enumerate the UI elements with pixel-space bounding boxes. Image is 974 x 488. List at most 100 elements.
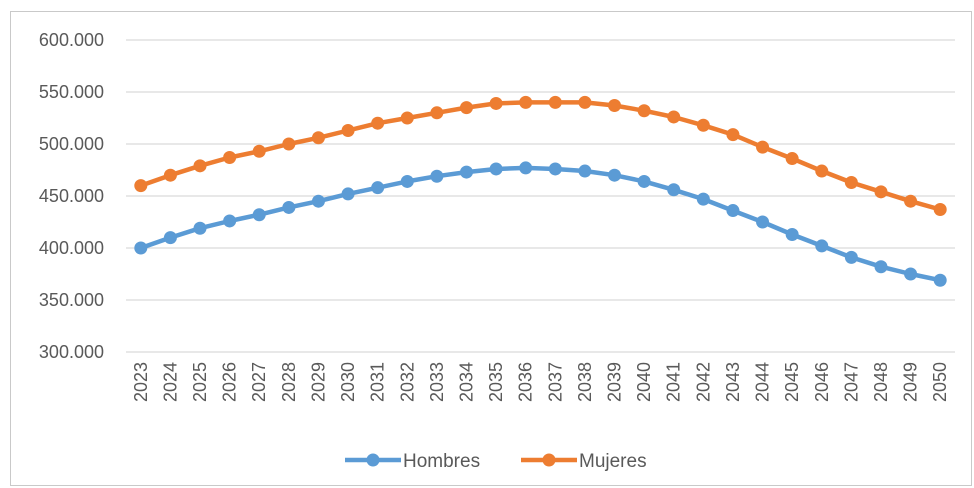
data-point-hombres xyxy=(933,273,947,287)
gridlines xyxy=(126,39,955,353)
data-point-hombres xyxy=(844,250,858,264)
data-point-mujeres xyxy=(489,96,503,110)
data-point-mujeres xyxy=(726,128,740,142)
data-point-hombres xyxy=(726,204,740,218)
x-tick-label: 2045 xyxy=(782,362,802,402)
x-tick-label: 2032 xyxy=(397,362,417,402)
x-tick-label: 2038 xyxy=(575,362,595,402)
data-point-hombres xyxy=(874,260,888,274)
data-point-mujeres xyxy=(904,194,918,208)
y-axis-tick-labels: 300.000 350.000 400.000 450.000 500.000 550.0… xyxy=(39,30,104,362)
y-tick-label: 600.000 xyxy=(39,30,104,50)
data-point-mujeres xyxy=(223,151,237,165)
data-point-hombres xyxy=(785,227,799,241)
x-tick-label: 2039 xyxy=(605,362,625,402)
data-point-hombres xyxy=(134,241,148,255)
data-point-mujeres xyxy=(252,144,266,158)
x-tick-label: 2023 xyxy=(131,362,151,402)
y-tick-label: 300.000 xyxy=(39,342,104,362)
data-point-hombres xyxy=(341,187,355,201)
x-tick-label: 2044 xyxy=(753,362,773,402)
legend-label-mujeres: Mujeres xyxy=(579,451,647,472)
data-point-mujeres xyxy=(667,110,681,124)
y-tick-label: 450.000 xyxy=(39,186,104,206)
data-point-hombres xyxy=(489,162,503,176)
data-point-mujeres xyxy=(608,99,622,113)
data-point-mujeres xyxy=(696,118,710,132)
data-point-mujeres xyxy=(756,140,770,154)
x-axis-tick-labels: 2023 2024 2025 2026 2027 2028 2029 2030 2031 2032… xyxy=(131,362,950,402)
x-tick-label: 2036 xyxy=(516,362,536,402)
data-point-hombres xyxy=(667,183,681,197)
x-tick-label: 2041 xyxy=(664,362,684,402)
x-tick-label: 2047 xyxy=(841,362,861,402)
data-point-mujeres xyxy=(459,101,473,115)
data-point-mujeres xyxy=(637,104,651,118)
data-point-mujeres xyxy=(548,95,562,109)
x-tick-label: 2024 xyxy=(160,362,180,402)
data-point-hombres xyxy=(696,192,710,206)
data-point-hombres xyxy=(815,239,829,253)
x-tick-label: 2049 xyxy=(901,362,921,402)
y-tick-label: 400.000 xyxy=(39,238,104,258)
data-point-hombres xyxy=(223,214,237,228)
data-point-hombres xyxy=(548,162,562,176)
x-tick-label: 2026 xyxy=(220,362,240,402)
data-point-hombres xyxy=(163,231,177,245)
series-line-hombres xyxy=(138,165,943,283)
data-point-hombres xyxy=(252,208,266,222)
data-point-mujeres xyxy=(341,123,355,137)
x-tick-label: 2046 xyxy=(812,362,832,402)
legend-label-hombres: Hombres xyxy=(403,451,480,472)
y-tick-label: 550.000 xyxy=(39,82,104,102)
series-line-mujeres xyxy=(138,100,943,212)
legend-marker-hombres xyxy=(366,453,380,467)
x-tick-label: 2035 xyxy=(486,362,506,402)
data-point-hombres xyxy=(311,194,325,208)
x-tick-label: 2028 xyxy=(279,362,299,402)
data-point-mujeres xyxy=(874,185,888,199)
data-point-mujeres xyxy=(400,111,414,125)
data-point-mujeres xyxy=(815,164,829,178)
series-lines xyxy=(134,95,947,287)
x-tick-label: 2043 xyxy=(723,362,743,402)
data-point-hombres xyxy=(282,200,296,214)
data-point-hombres xyxy=(756,215,770,229)
data-point-hombres xyxy=(400,174,414,188)
data-point-mujeres xyxy=(785,152,799,166)
data-point-mujeres xyxy=(371,116,385,130)
x-tick-label: 2025 xyxy=(190,362,210,402)
legend-marker-mujeres xyxy=(542,453,556,467)
x-tick-label: 2037 xyxy=(545,362,565,402)
x-tick-label: 2030 xyxy=(338,362,358,402)
x-tick-label: 2042 xyxy=(693,362,713,402)
data-point-hombres xyxy=(430,169,444,183)
data-point-hombres xyxy=(459,165,473,179)
data-point-hombres xyxy=(608,168,622,182)
x-tick-label: 2031 xyxy=(368,362,388,402)
data-point-mujeres xyxy=(578,95,592,109)
y-tick-label: 350.000 xyxy=(39,290,104,310)
data-point-hombres xyxy=(637,174,651,188)
data-point-mujeres xyxy=(311,131,325,145)
data-point-mujeres xyxy=(193,159,207,173)
data-point-hombres xyxy=(371,181,385,195)
data-point-hombres xyxy=(519,161,533,175)
x-tick-label: 2048 xyxy=(871,362,891,402)
data-point-mujeres xyxy=(163,168,177,182)
x-tick-label: 2040 xyxy=(634,362,654,402)
y-tick-label: 500.000 xyxy=(39,134,104,154)
x-tick-label: 2050 xyxy=(930,362,950,402)
legend: Hombres Mujeres xyxy=(345,451,647,472)
data-point-mujeres xyxy=(282,137,296,151)
data-point-hombres xyxy=(578,164,592,178)
data-point-hombres xyxy=(904,267,918,281)
x-tick-label: 2027 xyxy=(249,362,269,402)
x-tick-label: 2034 xyxy=(456,362,476,402)
data-point-mujeres xyxy=(844,175,858,189)
x-tick-label: 2029 xyxy=(308,362,328,402)
data-point-mujeres xyxy=(933,203,947,217)
data-point-mujeres xyxy=(519,95,533,109)
data-point-hombres xyxy=(193,221,207,235)
